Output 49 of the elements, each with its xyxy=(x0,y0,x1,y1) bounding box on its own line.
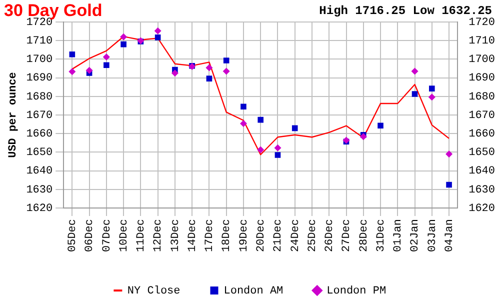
x-tick-label: 21Dec xyxy=(272,218,285,252)
y2-tick-label: 1710 xyxy=(468,36,495,48)
y-tick-label: 1650 xyxy=(26,147,53,160)
y2-tick-label: 1690 xyxy=(468,72,495,85)
x-tick-label: 02Jan xyxy=(410,218,422,252)
x-tick-label: 06Dec xyxy=(84,218,96,252)
y-tick-label: 1660 xyxy=(26,128,53,141)
x-tick-label: 31Dec xyxy=(375,218,388,252)
x-tick-label: 20Dec xyxy=(256,218,268,252)
y2-tick-label: 1720 xyxy=(468,16,495,29)
y2-tick-label: 1630 xyxy=(468,184,495,196)
x-tick-label: 14Dec xyxy=(186,218,199,252)
y-tick-label: 1630 xyxy=(26,184,53,196)
x-tick-label: 04Jan xyxy=(444,218,456,252)
y-axis-title: USD per ounce xyxy=(7,72,20,158)
x-tick-label: 11Dec xyxy=(136,218,148,252)
y-tick-label: 1620 xyxy=(26,202,53,215)
legend-label: London AM xyxy=(224,285,284,298)
x-tick-label: 05Dec xyxy=(67,218,80,252)
y2-tick-label: 1660 xyxy=(468,128,495,141)
y-tick-label: 1710 xyxy=(26,36,53,48)
y-tick-label: 1640 xyxy=(26,166,53,178)
x-tick-label: 12Dec xyxy=(152,218,165,252)
y-tick-label: 1690 xyxy=(26,72,53,85)
x-tick-label: 01Jan xyxy=(392,218,405,252)
legend-label: NY Close xyxy=(127,285,180,298)
y2-tick-label: 1650 xyxy=(468,147,495,160)
x-tick-label: 18Dec xyxy=(221,218,234,252)
x-tick-label: 13Dec xyxy=(170,218,182,252)
x-tick-label: 24Dec xyxy=(290,218,302,252)
x-tick-label: 19Dec xyxy=(238,218,250,252)
legend-label: London PM xyxy=(326,285,386,298)
x-tick-label: 17Dec xyxy=(204,218,216,252)
x-tick-label: 26Dec xyxy=(324,218,336,252)
x-tick-label: 10Dec xyxy=(118,218,130,252)
y-tick-label: 1700 xyxy=(26,54,53,66)
y-tick-label: 1680 xyxy=(26,91,53,104)
y2-tick-label: 1680 xyxy=(468,91,495,104)
x-tick-label: 03Jan xyxy=(426,218,439,252)
y2-tick-label: 1700 xyxy=(468,54,495,66)
y2-tick-label: 1670 xyxy=(468,110,495,122)
y2-tick-label: 1620 xyxy=(468,202,495,215)
y2-tick-label: 1640 xyxy=(468,166,495,178)
chart-subtitle: High 1716.25 Low 1632.25 xyxy=(319,4,492,18)
x-tick-label: 07Dec xyxy=(101,218,114,252)
x-tick-label: 25Dec xyxy=(306,218,319,252)
y-tick-label: 1670 xyxy=(26,110,53,122)
x-tick-label: 28Dec xyxy=(358,218,370,252)
x-tick-label: 27Dec xyxy=(341,218,354,252)
